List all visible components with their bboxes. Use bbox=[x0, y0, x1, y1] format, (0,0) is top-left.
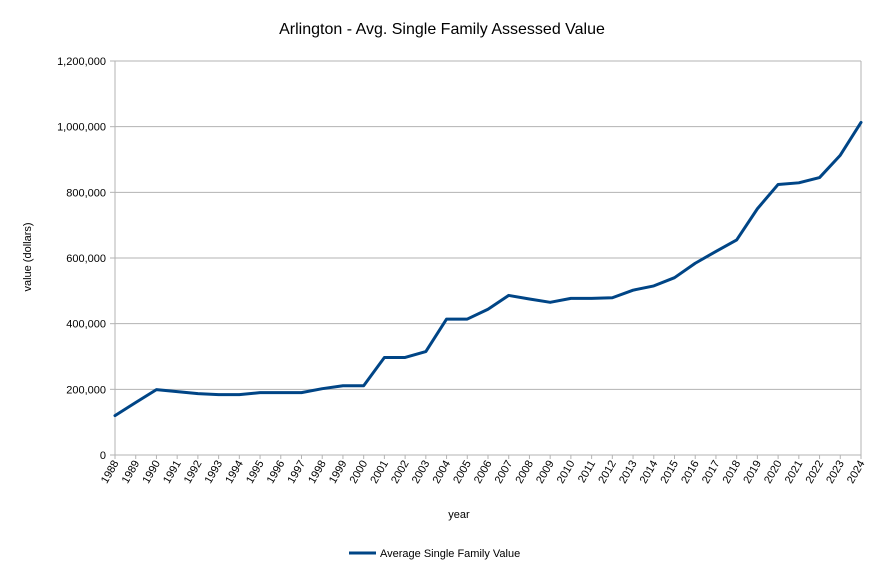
x-tick-label: 2000 bbox=[348, 459, 371, 486]
x-tick-label: 2012 bbox=[596, 459, 619, 486]
y-tick-label: 1,200,000 bbox=[57, 56, 106, 68]
x-tick-label: 2019 bbox=[741, 459, 764, 486]
x-tick-label: 2010 bbox=[555, 459, 578, 486]
x-tick-label: 1995 bbox=[244, 459, 267, 486]
x-tick-label: 1993 bbox=[203, 459, 226, 486]
series-line bbox=[113, 120, 863, 418]
x-axis-ticks: 1988198919901991199219931994199519961997… bbox=[99, 455, 868, 486]
x-tick-label: 1994 bbox=[223, 459, 246, 486]
x-tick-label: 2007 bbox=[493, 459, 516, 486]
x-tick-label: 2021 bbox=[783, 459, 806, 486]
x-tick-label: 2006 bbox=[472, 459, 495, 486]
legend: Average Single Family Value bbox=[349, 548, 520, 560]
gridlines bbox=[115, 60, 861, 390]
x-tick-label: 2015 bbox=[658, 459, 681, 486]
x-tick-label: 1990 bbox=[140, 459, 163, 486]
x-tick-label: 1989 bbox=[120, 459, 143, 486]
legend-label: Average Single Family Value bbox=[380, 548, 520, 560]
x-tick-label: 2008 bbox=[513, 459, 536, 486]
y-tick-label: 1,000,000 bbox=[57, 122, 106, 134]
x-tick-label: 2020 bbox=[762, 459, 785, 486]
x-tick-label: 2004 bbox=[431, 459, 454, 486]
chart-title: Arlington - Avg. Single Family Assessed … bbox=[279, 21, 605, 38]
x-tick-label: 2001 bbox=[368, 459, 391, 486]
x-tick-label: 2013 bbox=[617, 459, 640, 486]
y-tick-label: 0 bbox=[100, 450, 106, 462]
x-tick-label: 1996 bbox=[265, 459, 288, 486]
x-tick-label: 1998 bbox=[306, 459, 329, 486]
x-tick-label: 2011 bbox=[576, 459, 598, 485]
x-tick-label: 1997 bbox=[285, 459, 308, 486]
x-tick-label: 1991 bbox=[161, 459, 184, 486]
x-tick-label: 2014 bbox=[638, 459, 661, 486]
y-axis-ticks: 0 200,000 400,000 600,000 800,000 1,000,000 1,… bbox=[57, 56, 115, 462]
x-tick-label: 2003 bbox=[410, 459, 433, 486]
y-tick-label: 600,000 bbox=[66, 253, 106, 265]
x-tick-label: 1988 bbox=[99, 459, 122, 486]
x-tick-label: 2024 bbox=[845, 459, 868, 486]
y-axis-title: value (dollars) bbox=[22, 222, 34, 291]
x-axis-title: year bbox=[448, 509, 470, 521]
y-tick-label: 200,000 bbox=[66, 384, 106, 396]
x-tick-label: 2002 bbox=[389, 459, 412, 486]
x-tick-label: 2022 bbox=[804, 459, 827, 486]
x-tick-label: 2018 bbox=[721, 459, 744, 486]
y-tick-label: 400,000 bbox=[66, 319, 106, 331]
y-tick-label: 800,000 bbox=[66, 187, 106, 199]
x-tick-label: 1999 bbox=[327, 459, 350, 486]
x-tick-label: 2005 bbox=[451, 459, 474, 486]
x-tick-label: 2016 bbox=[679, 459, 702, 486]
x-tick-label: 2017 bbox=[700, 459, 723, 486]
x-tick-label: 2009 bbox=[534, 459, 557, 486]
x-tick-label: 1992 bbox=[182, 459, 205, 486]
series-group bbox=[113, 120, 863, 418]
x-tick-label: 2023 bbox=[824, 459, 847, 486]
